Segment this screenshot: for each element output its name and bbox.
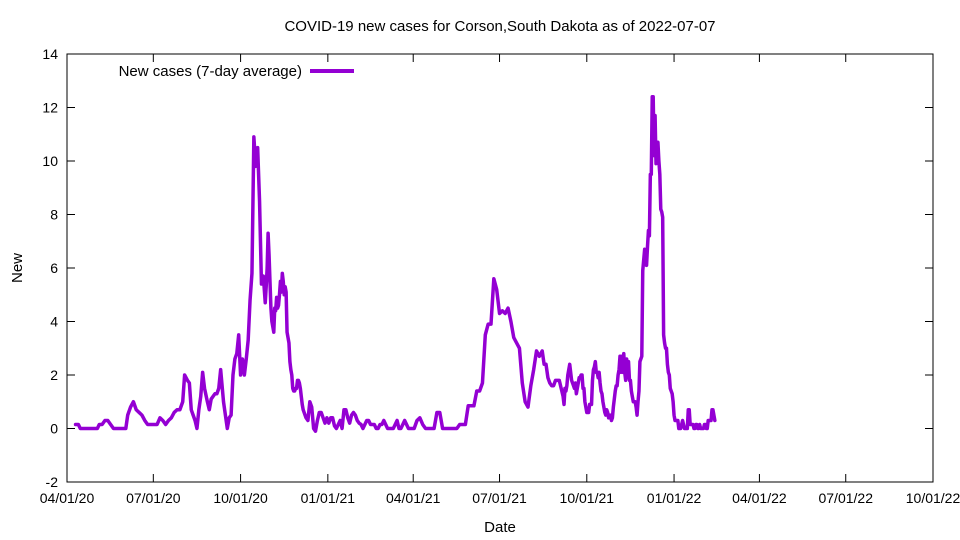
y-tick-label: 6 (50, 260, 58, 276)
plot-frame (66, 53, 934, 483)
y-tick-label: 14 (42, 46, 58, 62)
x-tick-label: 01/01/22 (647, 490, 702, 506)
x-tick-label: 07/01/22 (818, 490, 873, 506)
x-axis-title: Date (484, 519, 516, 536)
x-tick-label: 04/01/21 (386, 490, 441, 506)
y-axis-title: New (9, 253, 26, 283)
y-tick-label: 8 (50, 207, 58, 223)
y-tick-label: 4 (50, 314, 58, 330)
x-axis-tick-labels: 04/01/20 07/01/20 10/01/20 01/01/21 04/01/21… (40, 490, 960, 506)
y-tick-label: 0 (50, 421, 58, 437)
x-tick-label: 10/01/21 (560, 490, 615, 506)
chart-title: COVID-19 new cases for Corson,South Dako… (284, 18, 715, 35)
x-tick-label: 04/01/20 (40, 490, 95, 506)
x-tick-label: 01/01/21 (301, 490, 356, 506)
x-tick-label: 10/01/22 (906, 490, 960, 506)
x-tick-label: 04/01/22 (732, 490, 787, 506)
y-tick-label: -2 (46, 474, 59, 490)
y-tick-label: 2 (50, 367, 58, 383)
x-tick-label: 10/01/20 (213, 490, 268, 506)
x-tick-label: 07/01/21 (472, 490, 527, 506)
y-tick-label: 12 (42, 100, 58, 116)
x-tick-label: 07/01/20 (126, 490, 181, 506)
series-line-new-cases (73, 95, 717, 433)
y-axis-tick-labels: -2 0 2 4 6 8 10 12 14 (42, 46, 58, 490)
legend: New cases (7-day average) (119, 63, 354, 80)
legend-label: New cases (7-day average) (119, 63, 302, 80)
y-tick-label: 10 (42, 153, 58, 169)
